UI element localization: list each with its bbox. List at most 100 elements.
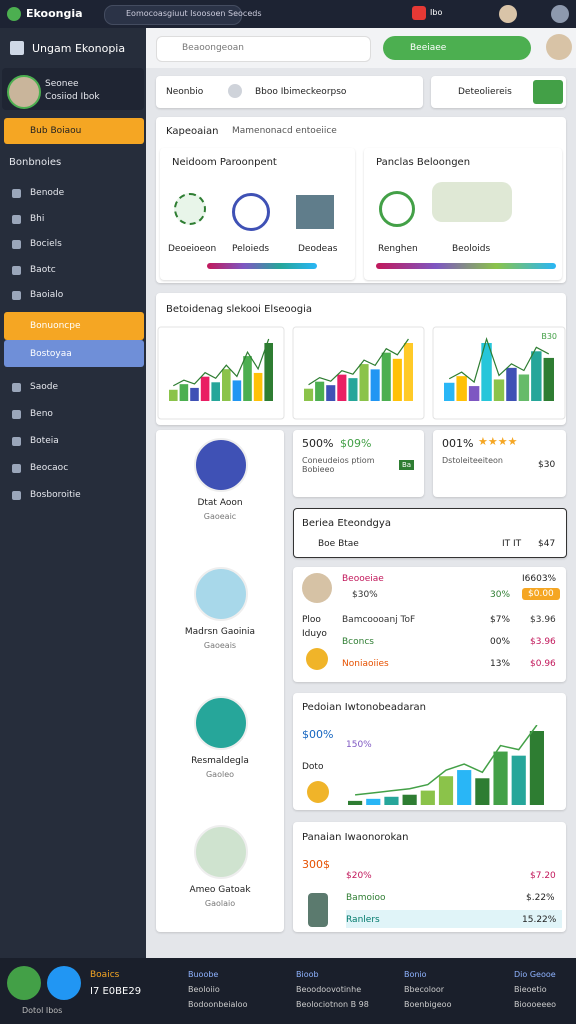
sidebar: Ungam Ekonopia Seonee Cosiiod Ibok Bub B…: [0, 28, 146, 958]
menu-item[interactable]: Bonuoncpe: [30, 321, 81, 331]
footer-link: Beoodoovotinhe: [296, 985, 362, 994]
row-label: Bamcoooanj ToF: [342, 615, 416, 625]
menu-icon: [12, 240, 21, 249]
menu-item[interactable]: Boteia: [30, 436, 59, 446]
card-label: Beoloids: [452, 244, 491, 254]
bar: [337, 374, 347, 401]
list-button[interactable]: $0.00: [522, 588, 560, 600]
trend-line: [173, 338, 270, 387]
bar: [243, 356, 252, 401]
avatar[interactable]: [499, 5, 517, 23]
search-text: Beaoongeoan: [182, 43, 244, 53]
bar: [381, 352, 391, 401]
menu-item[interactable]: Bosboroitie: [30, 490, 81, 500]
panel-title: Betoidenag slekooi Elseoogia: [166, 304, 313, 315]
growth-title: Pedoian Iwtonobeadaran: [302, 702, 427, 713]
footer-link: Boenbigeoo: [404, 1000, 452, 1009]
profile-name: Resmaldegla: [191, 756, 249, 766]
toolbar-search[interactable]: Bboo Ibimeckeorpso: [255, 87, 347, 97]
section-title: Bonbnoies: [9, 157, 62, 168]
bar: [366, 798, 381, 805]
search[interactable]: [156, 36, 371, 62]
stat-stars: ★★★★: [478, 435, 518, 448]
bar: [420, 790, 435, 805]
avatar[interactable]: [546, 34, 572, 60]
user-role: Cosiiod Ibok: [45, 92, 100, 102]
menu-item[interactable]: Bociels: [30, 239, 62, 249]
profile-name: Dtat Aoon: [197, 498, 243, 508]
footer-link: Bonio: [404, 970, 427, 979]
card-label: Deoeioeon: [168, 244, 217, 254]
menu-icon: [12, 410, 21, 419]
row-pct: 00%: [490, 637, 511, 647]
growth-value: 150%: [346, 740, 372, 750]
menu-item[interactable]: Baoialo: [30, 290, 64, 300]
profile-image: [194, 825, 248, 879]
footer-label: Boaics: [90, 970, 120, 980]
menu-item[interactable]: Benode: [30, 188, 65, 198]
card-label: Renghen: [378, 244, 418, 254]
bottom-row-label: Ranlers: [346, 915, 380, 925]
bar: [402, 794, 417, 805]
footer-link: Beoloiio: [188, 985, 220, 994]
social-button[interactable]: [47, 966, 81, 1000]
menu-icon: [12, 291, 21, 300]
bottom-row-value: $.22%: [526, 893, 555, 903]
list-card: [293, 567, 566, 682]
button-text: Beeiaee: [410, 43, 447, 53]
bar: [403, 343, 413, 401]
alert-icon[interactable]: [412, 6, 426, 20]
profile-image: [194, 567, 248, 621]
menu-item[interactable]: Bostoyaa: [30, 349, 72, 359]
highlight-text: Bub Boiaou: [30, 126, 82, 136]
bar: [370, 369, 380, 401]
search-card: [293, 508, 567, 558]
footer-link: Beolociotnon B 98: [296, 1000, 369, 1009]
list-side: Ploo: [302, 615, 321, 625]
bar: [190, 387, 199, 401]
search-card-title: Beriea Eteondgya: [302, 518, 391, 529]
bar: [543, 357, 554, 401]
bar: [481, 343, 492, 401]
bottom-value: $20%: [346, 871, 372, 881]
menu-active[interactable]: [4, 312, 144, 340]
bottom-title: Panaian Iwaonorokan: [302, 832, 409, 843]
stat-badge: Ba: [399, 460, 415, 470]
bar: [304, 388, 314, 401]
menu-item[interactable]: Bhi: [30, 213, 45, 224]
profile-name: Madrsn Gaoinia: [184, 627, 256, 637]
menu-icon: [12, 265, 21, 275]
user-name: Seonee: [45, 79, 79, 89]
trend-line: [448, 337, 550, 384]
menu-icon: [12, 491, 21, 500]
bar: [211, 382, 220, 401]
panel-subtitle: Mamenonacd entoeiice: [232, 126, 337, 136]
footer-link: Bodoonbeialoo: [188, 1000, 248, 1009]
top-search[interactable]: [104, 5, 242, 25]
bar: [232, 380, 242, 401]
menu-item[interactable]: Beno: [30, 409, 53, 419]
footer-link: Bbecoloor: [404, 985, 445, 994]
row-amount: $3.96: [530, 615, 556, 625]
card-title: Neidoom Paroonpent: [172, 157, 277, 168]
list-header: Beooeiae: [342, 574, 384, 584]
sidebar-title: Ungam Ekonopia: [32, 42, 126, 55]
search-card-query[interactable]: Boe Btae: [318, 539, 359, 549]
highlight[interactable]: [4, 118, 144, 144]
profile-role: Gaolaio: [204, 899, 236, 908]
chart-card: [157, 326, 285, 420]
home-button[interactable]: [7, 966, 41, 1000]
menu-item[interactable]: Baotc: [30, 264, 56, 275]
bar: [468, 386, 480, 401]
growth-label: Doto: [302, 762, 324, 772]
avatar[interactable]: [551, 5, 569, 23]
button[interactable]: [383, 36, 531, 60]
row-label: Bconcs: [342, 637, 374, 647]
toolbar: [156, 76, 423, 108]
menu-item[interactable]: Saode: [30, 382, 58, 392]
bar: [438, 776, 454, 805]
menu-active[interactable]: [4, 340, 144, 367]
search-card-meta: IT IT: [502, 539, 522, 549]
bar: [169, 389, 178, 401]
menu-item[interactable]: Beocaoc: [30, 463, 69, 473]
